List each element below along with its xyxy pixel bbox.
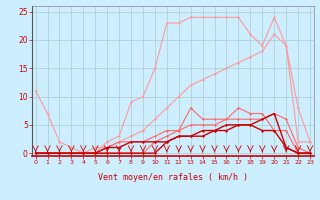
X-axis label: Vent moyen/en rafales ( km/h ): Vent moyen/en rafales ( km/h ): [98, 174, 248, 183]
